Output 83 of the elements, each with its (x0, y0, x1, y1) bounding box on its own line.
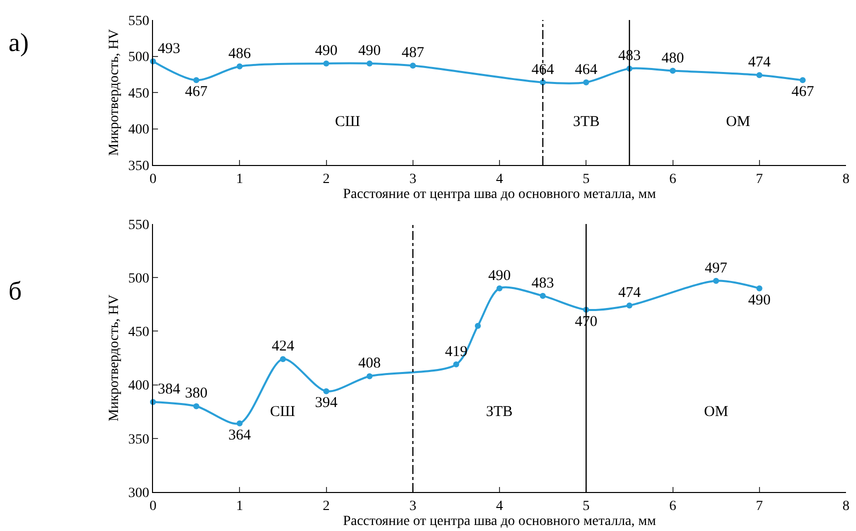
data-label: 480 (662, 50, 684, 66)
x-tick-label: 1 (236, 498, 244, 514)
x-tick-label: 4 (496, 172, 503, 187)
chart-title: а) (8, 28, 29, 58)
point (323, 388, 330, 394)
point (366, 373, 373, 380)
annotation: ОМ (704, 404, 728, 420)
point (236, 420, 243, 426)
y-axis-title: Микротвердость, HV (106, 29, 122, 156)
data-label: 380 (185, 386, 208, 402)
x-axis-title: Расстояние от центра шва до основного металла, мм (342, 514, 656, 530)
data-label: 408 (358, 356, 381, 372)
point (453, 361, 460, 368)
x-tick-label: 8 (842, 172, 850, 187)
y-tick-label: 450 (128, 86, 150, 102)
y-axis-title: Микротвердость, HV (106, 294, 122, 422)
data-label: 490 (488, 268, 511, 284)
y-tick-label: 400 (128, 122, 150, 138)
annotation: СШ (270, 404, 296, 420)
y-tick-label: 400 (128, 378, 150, 394)
point (800, 77, 806, 84)
point (540, 292, 546, 299)
x-axis-title: Расстояние от центра шва до основного металла, мм (342, 187, 656, 202)
x-tick-label: 1 (236, 172, 244, 187)
point (713, 278, 720, 284)
x-tick-label: 6 (669, 498, 676, 514)
x-tick-label: 7 (756, 172, 763, 187)
data-label: 493 (158, 40, 180, 57)
y-tick-label: 550 (128, 218, 150, 233)
x-tick-label: 3 (409, 498, 416, 514)
data-label: 487 (402, 45, 425, 62)
data-label: 483 (532, 275, 554, 292)
data-label: 467 (185, 84, 208, 100)
data-label: 467 (791, 84, 814, 100)
point (583, 79, 590, 86)
x-tick-label: 6 (669, 172, 676, 187)
y-tick-label: 350 (128, 432, 150, 448)
x-tick-label: 4 (496, 498, 503, 514)
x-tick-label: 3 (409, 172, 416, 187)
x-tick-label: 0 (150, 498, 156, 514)
y-tick-label: 300 (128, 486, 150, 501)
data-label: 464 (574, 62, 598, 78)
y-tick-label: 500 (128, 272, 150, 286)
x-tick-label: 0 (150, 172, 156, 187)
x-tick-label: 7 (756, 498, 763, 514)
y-tick-label: 500 (128, 50, 150, 66)
data-label: 486 (228, 46, 252, 62)
data-label: 474 (618, 284, 642, 301)
point (756, 285, 762, 292)
data-label: 490 (748, 292, 771, 308)
point (193, 403, 200, 410)
point (496, 285, 502, 292)
x-tick-label: 5 (582, 498, 590, 514)
data-label: 394 (315, 395, 338, 412)
data-label: 474 (748, 54, 772, 71)
point (366, 60, 373, 66)
annotation: ЗТВ (486, 404, 513, 420)
point (193, 77, 200, 84)
data-label: 364 (228, 427, 252, 444)
x-tick-label: 8 (842, 498, 850, 514)
annotation: СШ (335, 114, 360, 130)
point (756, 72, 762, 78)
data-label: 490 (315, 43, 338, 59)
y-tick-label: 550 (128, 14, 150, 29)
text: б (8, 276, 22, 306)
x-tick-label: 2 (322, 498, 330, 514)
point (236, 63, 243, 70)
y-tick-label: 350 (128, 158, 150, 174)
data-label: 384 (158, 381, 181, 398)
point (280, 356, 286, 362)
data-label: 424 (272, 338, 295, 355)
y-tick-label: 450 (128, 325, 150, 340)
annotation: ОМ (726, 114, 750, 130)
x-tick-label: 5 (582, 172, 590, 187)
point (626, 302, 632, 308)
point (474, 322, 481, 329)
annotation: ЗТВ (573, 114, 600, 130)
x-tick-label: 2 (322, 172, 330, 187)
point (323, 60, 330, 66)
point (410, 62, 416, 69)
data-label: 497 (704, 260, 728, 276)
data-label: 490 (358, 43, 381, 59)
point (670, 68, 676, 74)
